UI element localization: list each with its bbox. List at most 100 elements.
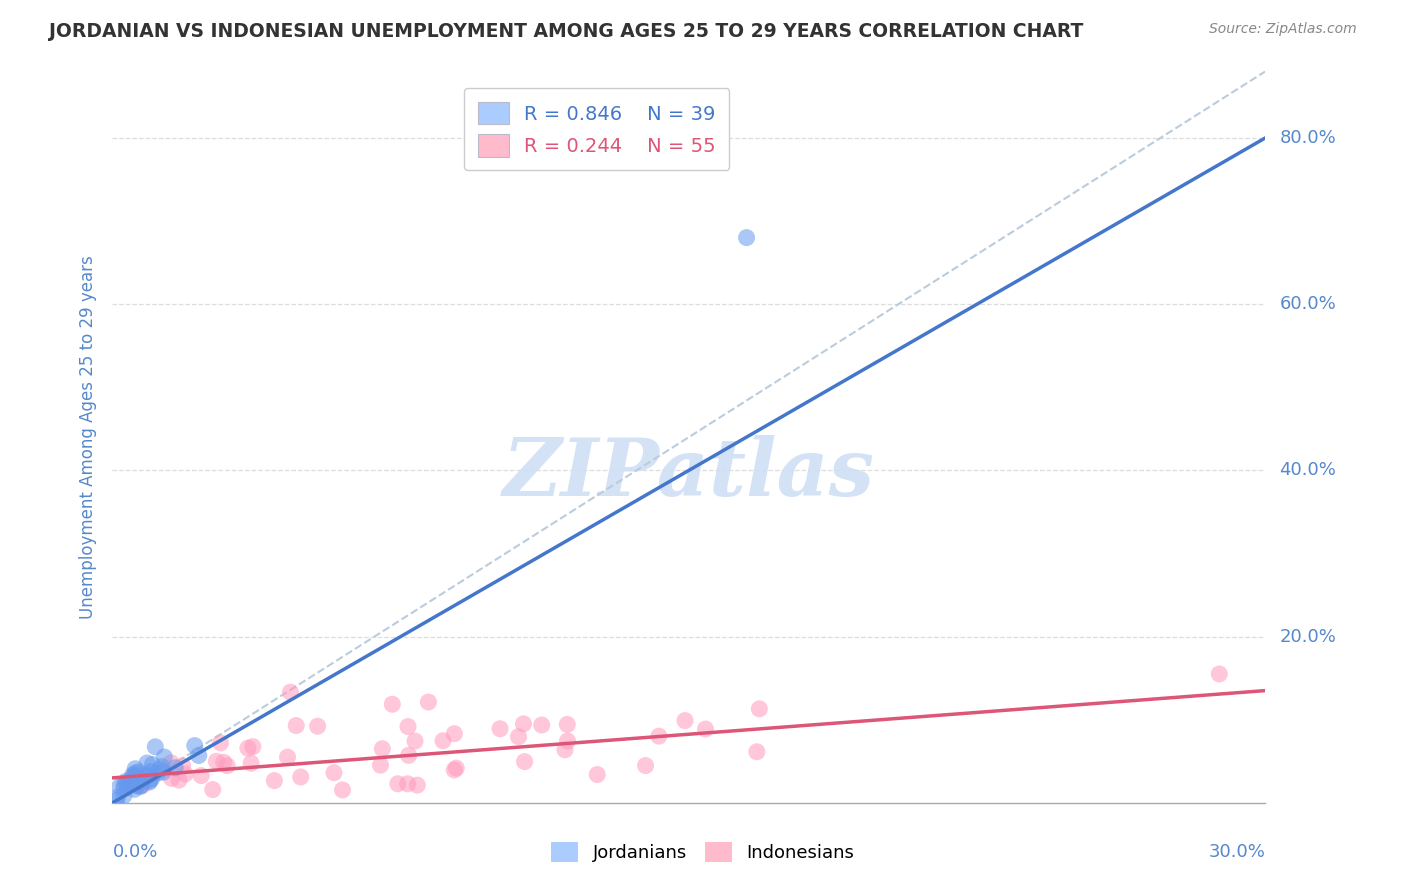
Point [131,779,153,793]
Point [149,763,172,777]
Text: 30.0%: 30.0% [1209,843,1265,861]
Point [120,773,142,788]
Text: 80.0%: 80.0% [1279,128,1336,147]
Point [371,741,394,756]
Point [112,781,135,796]
Point [387,777,409,791]
Point [124,766,146,780]
Y-axis label: Unemployment Among Ages 25 to 29 years: Unemployment Among Ages 25 to 29 years [79,255,97,619]
Point [172,758,194,772]
Point [489,722,512,736]
Text: JORDANIAN VS INDONESIAN UNEMPLOYMENT AMONG AGES 25 TO 29 YEARS CORRELATION CHART: JORDANIAN VS INDONESIAN UNEMPLOYMENT AMO… [49,22,1084,41]
Point [136,756,159,770]
Point [153,750,176,764]
Point [695,722,717,736]
Point [121,768,143,782]
Point [152,765,174,780]
Point [160,756,183,770]
Point [160,772,183,786]
Point [105,793,128,807]
Point [139,764,162,779]
Text: Source: ZipAtlas.com: Source: ZipAtlas.com [1209,22,1357,37]
Point [530,718,553,732]
Text: 60.0%: 60.0% [1279,295,1336,313]
Point [586,767,609,781]
Point [332,783,354,797]
Point [404,734,426,748]
Point [398,748,420,763]
Point [512,716,534,731]
Point [396,720,419,734]
Point [406,778,429,792]
Point [673,714,696,728]
Point [217,758,239,772]
Point [127,775,149,789]
Point [115,778,138,792]
Point [201,782,224,797]
Point [418,695,440,709]
Point [240,756,263,771]
Point [446,761,468,775]
Point [135,767,157,781]
Point [165,761,187,775]
Point [242,739,264,754]
Point [108,780,131,794]
Point [285,718,308,732]
Text: 40.0%: 40.0% [1279,461,1336,479]
Point [280,685,302,699]
Point [209,736,232,750]
Point [124,782,146,797]
Point [118,777,141,791]
Point [129,779,152,793]
Point [307,719,329,733]
Point [121,770,143,784]
Point [141,757,163,772]
Point [143,739,166,754]
Point [125,779,148,793]
Point [263,773,285,788]
Point [555,717,578,731]
Point [124,762,146,776]
Point [513,755,536,769]
Point [139,773,162,788]
Point [107,790,129,805]
Point [187,748,209,763]
Point [554,743,576,757]
Point [141,772,163,786]
Point [150,759,173,773]
Point [146,765,169,780]
Point [135,769,157,783]
Point [205,754,228,768]
Point [129,780,152,794]
Point [557,734,579,748]
Legend: R = 0.846    N = 39, R = 0.244    N = 55: R = 0.846 N = 39, R = 0.244 N = 55 [464,88,730,170]
Point [634,758,657,772]
Point [290,770,312,784]
Point [396,777,419,791]
Point [183,739,205,753]
Point [120,773,142,788]
Point [124,769,146,783]
Point [508,730,530,744]
Point [212,756,235,770]
Text: ZIPatlas: ZIPatlas [503,435,875,512]
Text: 20.0%: 20.0% [1279,628,1336,646]
Point [443,763,465,777]
Point [115,774,138,789]
Point [748,702,770,716]
Point [127,764,149,779]
Point [138,775,160,789]
Point [131,773,153,788]
Point [370,758,392,772]
Point [443,727,465,741]
Point [323,765,346,780]
Point [276,750,298,764]
Point [735,230,758,244]
Point [112,789,135,803]
Legend: Jordanians, Indonesians: Jordanians, Indonesians [544,835,862,870]
Point [432,734,454,748]
Point [236,741,259,756]
Point [112,778,135,792]
Point [1208,667,1230,681]
Point [648,729,671,743]
